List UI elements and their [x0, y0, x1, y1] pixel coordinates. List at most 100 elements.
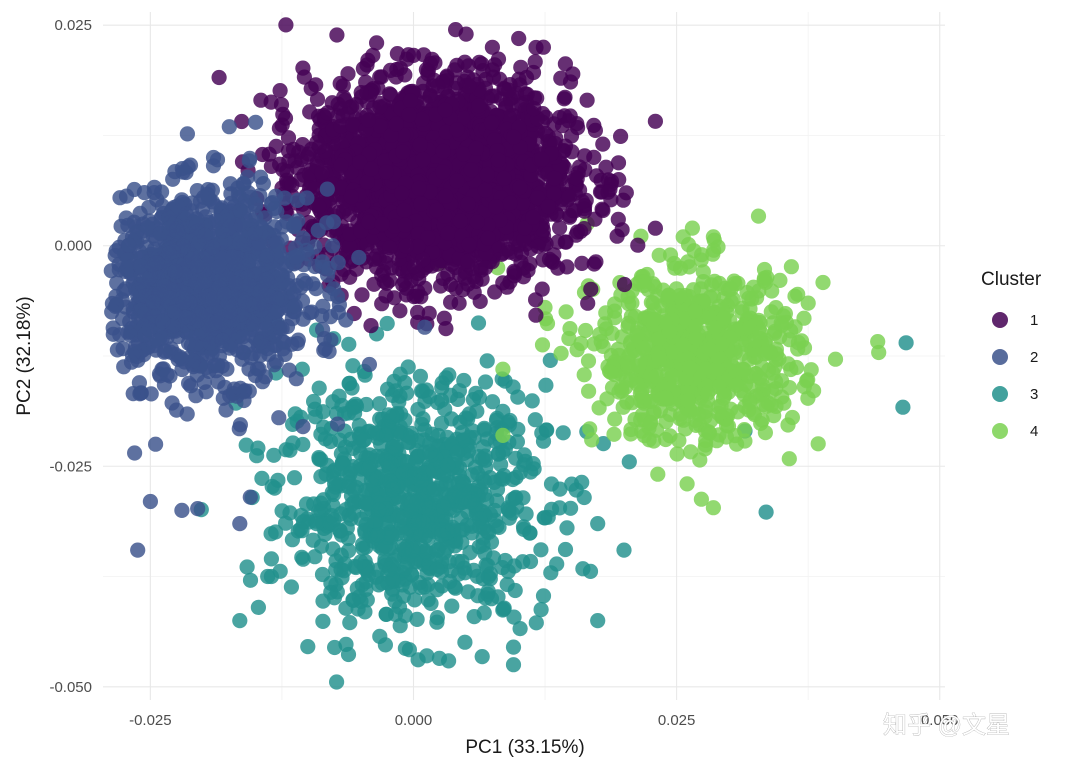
- point: [477, 374, 494, 390]
- point: [359, 174, 375, 190]
- point: [440, 457, 456, 473]
- point: [460, 253, 476, 269]
- point: [581, 383, 597, 399]
- point: [576, 489, 592, 506]
- point: [607, 310, 623, 326]
- point: [413, 527, 429, 543]
- point: [757, 346, 773, 362]
- point: [351, 417, 367, 433]
- point: [683, 444, 699, 460]
- point: [395, 144, 411, 160]
- point: [490, 152, 506, 168]
- point: [574, 255, 590, 271]
- point: [552, 220, 568, 236]
- point: [379, 275, 395, 291]
- point: [274, 117, 290, 133]
- point: [474, 649, 490, 665]
- point: [488, 199, 504, 215]
- point: [365, 47, 381, 64]
- point: [461, 237, 477, 253]
- point: [455, 110, 471, 126]
- point: [525, 456, 541, 472]
- point: [429, 561, 445, 578]
- point: [546, 116, 562, 132]
- series-cluster-4: [432, 208, 887, 516]
- point: [557, 138, 574, 154]
- point: [250, 599, 266, 616]
- point: [540, 199, 557, 215]
- point: [437, 102, 453, 118]
- point: [434, 375, 450, 391]
- point: [595, 436, 612, 452]
- point: [232, 613, 248, 629]
- point: [295, 436, 311, 453]
- point: [400, 359, 416, 375]
- point: [810, 436, 826, 452]
- series-cluster-3: [193, 315, 914, 690]
- point: [538, 422, 554, 438]
- point: [533, 542, 549, 558]
- point: [374, 216, 390, 232]
- point: [382, 473, 398, 489]
- point: [561, 330, 577, 347]
- point: [622, 346, 638, 362]
- point: [337, 92, 353, 108]
- point: [463, 162, 479, 178]
- point: [315, 419, 332, 435]
- point: [386, 373, 402, 389]
- point: [487, 512, 503, 529]
- point: [332, 75, 348, 92]
- point: [693, 491, 710, 507]
- point: [756, 396, 772, 413]
- point: [282, 442, 298, 458]
- point: [448, 22, 464, 38]
- point: [479, 166, 495, 183]
- point: [477, 260, 494, 276]
- point: [358, 517, 374, 533]
- point: [524, 393, 540, 409]
- point: [325, 541, 341, 557]
- point: [501, 82, 517, 98]
- point: [636, 278, 652, 294]
- point: [385, 439, 401, 455]
- point: [522, 256, 538, 272]
- point: [695, 274, 711, 290]
- point: [284, 532, 300, 548]
- point: [534, 151, 550, 167]
- point: [763, 304, 779, 320]
- point: [329, 584, 345, 600]
- point: [438, 188, 454, 204]
- point: [468, 273, 484, 289]
- point: [329, 674, 345, 690]
- point: [371, 502, 387, 518]
- point: [480, 230, 496, 246]
- point: [556, 91, 572, 107]
- point: [372, 99, 388, 115]
- point: [502, 244, 518, 260]
- point: [369, 470, 385, 486]
- point: [420, 66, 436, 82]
- point: [871, 344, 887, 361]
- point: [295, 551, 311, 567]
- point: [700, 385, 716, 401]
- point: [502, 195, 518, 211]
- point: [647, 220, 664, 236]
- point: [320, 105, 336, 121]
- point: [456, 560, 472, 576]
- point: [569, 224, 586, 240]
- point: [528, 615, 544, 631]
- point: [238, 437, 254, 453]
- point: [559, 520, 575, 536]
- point: [274, 503, 290, 519]
- point: [507, 582, 523, 599]
- point: [628, 327, 645, 344]
- point: [613, 128, 629, 144]
- point: [526, 100, 542, 117]
- point: [630, 237, 646, 253]
- point: [430, 78, 446, 94]
- point: [576, 367, 592, 383]
- point: [764, 283, 780, 299]
- point: [443, 563, 459, 579]
- point: [533, 602, 549, 618]
- point: [374, 296, 390, 312]
